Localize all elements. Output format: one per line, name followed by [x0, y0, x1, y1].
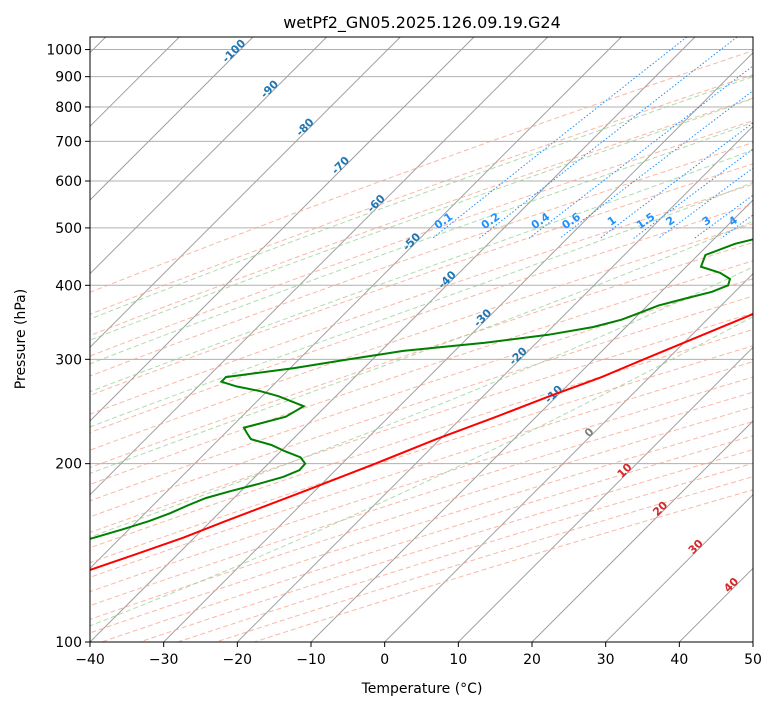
dry-adiabat: [90, 376, 753, 593]
isotherm: [531, 420, 753, 642]
moist-adiabat: [90, 181, 753, 428]
dry-adiabat: [90, 345, 753, 564]
dry-adiabat: [90, 50, 753, 293]
x-tick-label: −30: [149, 652, 179, 668]
x-tick-label: −10: [296, 652, 326, 668]
isotherm: [163, 51, 753, 642]
moist-adiabat: [90, 220, 753, 474]
y-tick-label: 900: [55, 70, 82, 86]
dry-adiabat: [90, 391, 753, 607]
x-tick-label: 10: [449, 652, 467, 668]
y-axis-label: Pressure (hPa): [13, 289, 29, 389]
y-tick-label: 300: [55, 352, 82, 368]
mixing-ratio-line: [478, 37, 738, 239]
y-tick-label: 200: [55, 457, 82, 473]
dry-adiabat: [90, 295, 753, 518]
dry-adiabat: [90, 142, 753, 377]
x-axis: −40 −30 −20 −10 0 10 20 30 40 50: [75, 642, 762, 668]
isotherm: [90, 37, 475, 422]
isotherm: [384, 272, 753, 642]
x-tick-label: 50: [744, 652, 762, 668]
dry-adiabat: [90, 97, 753, 337]
background-lines: [90, 37, 753, 642]
dry-adiabat: [90, 260, 753, 485]
dry-adiabat: [90, 223, 753, 451]
x-tick-label: 0: [380, 652, 389, 668]
isotherm: [310, 199, 753, 642]
plot-frame: [89, 36, 754, 643]
chart-title: wetPf2_GN05.2025.126.09.19.G24: [283, 13, 561, 33]
y-tick-label: 800: [55, 100, 82, 116]
y-tick-label: 700: [55, 134, 82, 150]
isotherm: [90, 37, 622, 570]
isotherm: [457, 346, 753, 642]
profiles: [90, 238, 753, 571]
isotherm: [90, 37, 549, 496]
dry-adiabat: [90, 163, 753, 396]
y-tick-label: 500: [55, 221, 82, 237]
mixing-ratio-line: [633, 148, 753, 239]
dry-adiabat: [90, 361, 753, 578]
isotherm: [90, 37, 696, 642]
y-tick-label: 1000: [46, 43, 82, 59]
mixing-ratio-line: [559, 90, 753, 239]
isotherm: [236, 125, 753, 642]
mixing-ratio-line: [432, 37, 688, 239]
moist-adiabat: [90, 98, 753, 341]
dry-adiabat: [90, 312, 753, 534]
x-axis-label: Temperature (°C): [361, 681, 483, 697]
isotherm: [90, 37, 401, 349]
dewpoint-line: [90, 238, 753, 540]
x-tick-label: −40: [75, 652, 105, 668]
isotherm: [90, 37, 254, 201]
y-tick-label: 400: [55, 278, 82, 294]
x-tick-label: 20: [523, 652, 541, 668]
y-axis: 100 200 300 400 500 600 700 800 900 1000: [46, 43, 90, 651]
dry-adiabat: [90, 329, 753, 549]
isotherm: [90, 37, 328, 275]
isotherm: [605, 493, 753, 642]
y-tick-label: 100: [55, 635, 82, 651]
x-tick-label: −20: [223, 652, 253, 668]
x-tick-label: 40: [670, 652, 688, 668]
temperature-line: [90, 312, 753, 571]
x-tick-label: 30: [597, 652, 615, 668]
y-tick-label: 600: [55, 174, 82, 190]
dry-adiabat: [90, 278, 753, 502]
mixing-ratio-line: [528, 65, 753, 239]
